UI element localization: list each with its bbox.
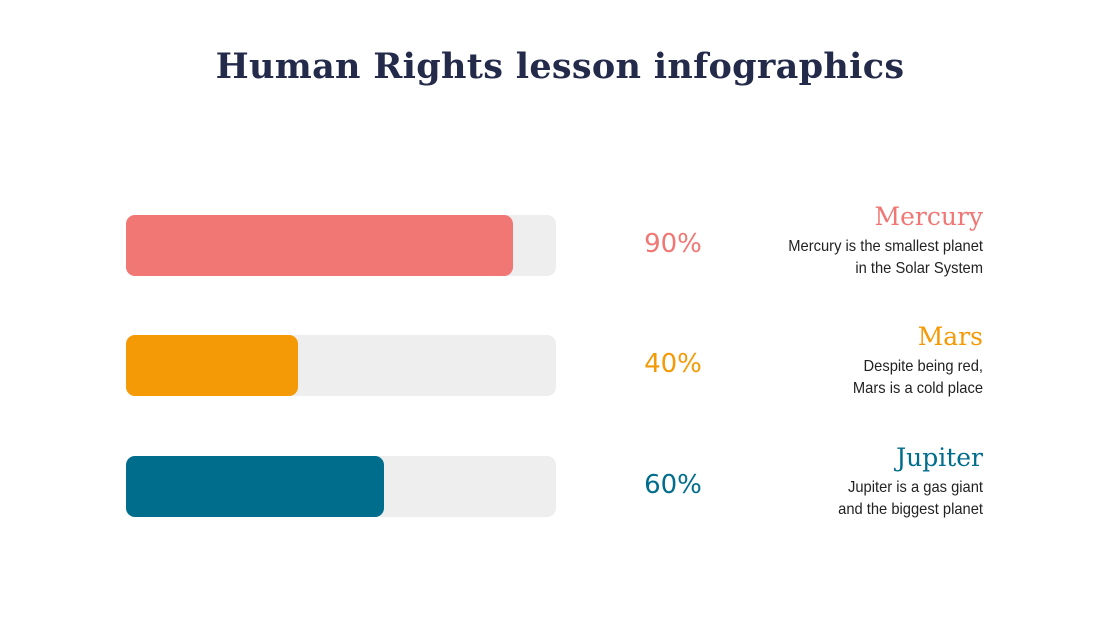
- bar-track-jupiter: [126, 456, 556, 517]
- info-block: Mercury Mercury is the smallest planet in …: [663, 202, 983, 280]
- bar-track-mars: [126, 335, 556, 396]
- percent-label: 40%: [644, 349, 702, 379]
- item-name: Mars: [917, 322, 983, 351]
- description-line: in the Solar System: [855, 260, 983, 277]
- description-line: Mercury is the smallest planet: [788, 238, 983, 255]
- description-line: Despite being red,: [863, 358, 983, 375]
- item-description: Jupiter is a gas giant and the biggest pl…: [689, 477, 983, 521]
- bar-fill-mercury: [126, 215, 513, 276]
- percent-label: 60%: [644, 470, 702, 500]
- percent-label: 90%: [644, 229, 702, 259]
- info-block: Mars Despite being red, Mars is a cold pla…: [663, 322, 983, 400]
- item-name: Mercury: [874, 202, 983, 231]
- item-name: Jupiter: [896, 443, 983, 472]
- description-line: Mars is a cold place: [852, 380, 983, 397]
- bar-fill-jupiter: [126, 456, 384, 517]
- info-block: Jupiter Jupiter is a gas giant and the big…: [663, 443, 983, 521]
- bar-track-mercury: [126, 215, 556, 276]
- description-line: and the biggest planet: [838, 501, 983, 518]
- item-description: Mercury is the smallest planet in the Sol…: [689, 236, 983, 280]
- item-description: Despite being red, Mars is a cold place: [689, 356, 983, 400]
- description-line: Jupiter is a gas giant: [847, 479, 983, 496]
- page-title: Human Rights lesson infographics: [215, 46, 905, 87]
- bar-fill-mars: [126, 335, 298, 396]
